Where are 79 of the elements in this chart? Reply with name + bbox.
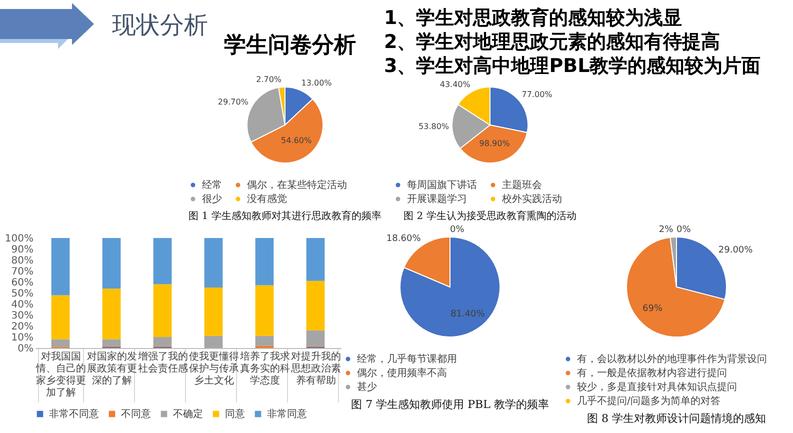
- text: 学生问卷分析: [224, 32, 356, 60]
- y-tick-label: 40%: [11, 300, 34, 310]
- text: 3、学生对高中地理PBL教学的感知较为片面: [384, 54, 761, 79]
- data-label: 2%: [658, 225, 674, 236]
- y-tick-label: 20%: [11, 322, 34, 332]
- data-label: 18.60%: [386, 234, 422, 244]
- bar: [102, 288, 121, 340]
- bar: [51, 339, 70, 347]
- legend-label: 主题班会: [502, 179, 542, 191]
- x-tick-label: 对提升我的思想政治素养有帮助: [290, 350, 341, 386]
- y-tick-label: 50%: [11, 288, 34, 300]
- text: 1、学生对思政教育的感知较为浅显: [384, 6, 682, 31]
- text: 现状分析: [112, 10, 208, 41]
- y-tick-label: 30%: [11, 310, 34, 322]
- legend-label: 经常，几乎每节课都用: [357, 353, 457, 365]
- legend-label: 不确定: [173, 408, 203, 420]
- legend-label: 较少，多是直接针对具体知识点提问: [577, 381, 737, 393]
- legend-label: 几乎不提问/问题多为简单的对答: [577, 395, 720, 407]
- y-tick-label: 100%: [4, 234, 34, 244]
- text: 图 1 学生感知教师对其进行思政教育的频率: [188, 210, 382, 223]
- legend-label: 同意: [225, 408, 245, 420]
- data-label: 81.40%: [450, 310, 486, 320]
- bar: [102, 238, 121, 289]
- bar: [306, 238, 325, 281]
- bar: [102, 339, 121, 346]
- x-tick-label: 对国家的发展政策有更深的了解: [87, 350, 137, 386]
- legend-label: 非常同意: [267, 408, 307, 420]
- bar: [153, 284, 172, 337]
- legend-label: 偶尔，使用频率不高: [357, 367, 447, 379]
- data-label: 98.90%: [479, 139, 510, 148]
- bar: [204, 238, 223, 288]
- x-tick-label: 增强了我的社会责任感: [137, 350, 188, 374]
- legend-label: 有，会以教材以外的地理事件作为背景设问: [577, 353, 767, 365]
- text: 0%: [676, 225, 691, 235]
- text: 0%: [450, 225, 464, 235]
- bar: [255, 285, 274, 336]
- legend-label: 甚少: [357, 381, 377, 393]
- data-label: 69%: [642, 304, 663, 314]
- legend-label: 开展课题学习: [407, 193, 467, 205]
- y-tick-label: 80%: [11, 256, 34, 266]
- bar: [255, 238, 274, 286]
- bar: [306, 330, 325, 346]
- data-label: 43.40%: [440, 80, 471, 90]
- data-label: 29.70%: [218, 98, 249, 106]
- data-label: 2.70%: [256, 75, 282, 84]
- legend-label: 不同意: [121, 408, 151, 420]
- data-label: 13.00%: [301, 78, 332, 88]
- legend-label: 校外实践活动: [501, 193, 562, 205]
- legend-label: 没有感觉: [247, 193, 287, 205]
- data-label: 54.60%: [281, 136, 312, 146]
- bar: [153, 337, 172, 346]
- legend-label: 经常: [202, 179, 222, 191]
- data-label: 29.00%: [718, 246, 754, 256]
- bar: [255, 336, 274, 346]
- data-label: 77.00%: [522, 90, 553, 100]
- text: 图 2 学生认为接受思政教育熏陶的活动: [402, 210, 578, 223]
- text: 图 7 学生感知教师使用 PBL 教学的频率: [350, 397, 550, 412]
- y-tick-label: 10%: [11, 332, 34, 344]
- bar: [306, 280, 325, 330]
- legend-label: 有，一般是依据教材内容进行提问: [577, 367, 727, 379]
- legend-label: 很少: [202, 193, 222, 205]
- bar: [204, 288, 223, 336]
- bar: [51, 295, 70, 340]
- x-tick-label: 培养了我求真务实的科学态度: [239, 350, 290, 386]
- bar: [204, 336, 223, 348]
- text: 2、学生对地理思政元素的感知有待提高: [384, 30, 720, 55]
- bar: [51, 238, 70, 296]
- x-tick-label: 使我更懂得保护与传承乡土文化: [189, 350, 239, 386]
- data-label: 53.80%: [418, 122, 450, 131]
- x-tick-label: 对我国国情、自己的家乡变得更加了解: [35, 350, 86, 398]
- text: 图 8 学生对教师设计问题情境的感知: [586, 411, 767, 426]
- legend-label: 非常不同意: [49, 408, 99, 420]
- y-tick-label: 90%: [11, 244, 34, 256]
- legend-label: 每周国旗下讲话: [407, 179, 477, 191]
- legend-label: 偶尔，在某些特定活动: [247, 179, 347, 191]
- y-tick-label: 70%: [11, 266, 34, 278]
- y-tick-label: 60%: [11, 278, 34, 288]
- bar: [153, 238, 172, 284]
- y-tick-label: 0%: [18, 344, 34, 354]
